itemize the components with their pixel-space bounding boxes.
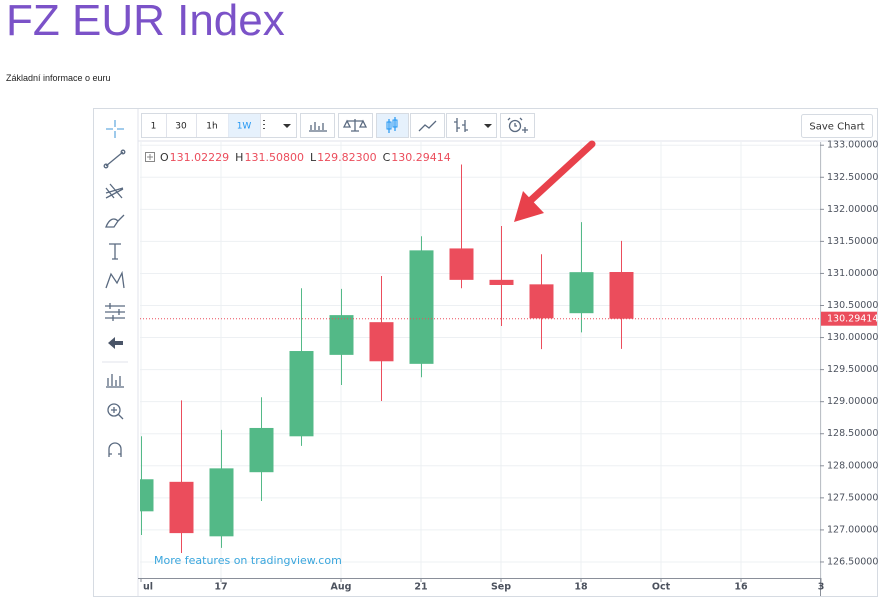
x-tick-label: 17 — [214, 582, 227, 593]
candle-body — [449, 248, 474, 280]
y-tick-label: 129.00000 — [827, 396, 878, 407]
y-tick-label: 126.50000 — [827, 556, 878, 567]
candle-body — [329, 315, 354, 355]
pattern-tool[interactable] — [105, 270, 125, 289]
candle-body — [289, 351, 314, 437]
interval-button[interactable]: 30 — [175, 122, 187, 132]
legend-icon — [145, 152, 155, 162]
interval-button[interactable]: 1h — [206, 122, 217, 132]
magnet-tool[interactable] — [108, 442, 122, 457]
alert-button[interactable] — [500, 113, 535, 138]
line-tool[interactable] — [103, 149, 126, 169]
candle-body — [249, 427, 274, 473]
candle-body — [409, 250, 434, 364]
legend-key: C — [383, 151, 391, 164]
x-tick-label: ul — [143, 582, 153, 593]
watermark-link[interactable]: More features on tradingview.com — [154, 554, 342, 567]
page-subtitle: Základní informace o euru — [6, 73, 111, 83]
x-tick-label: 16 — [734, 582, 748, 593]
candle-body — [209, 468, 234, 537]
measure-tool[interactable] — [105, 303, 125, 321]
x-tick-label: 18 — [574, 582, 588, 593]
indicators-button[interactable] — [300, 113, 335, 138]
interval-active-bg — [228, 114, 261, 137]
y-tick-label: 127.00000 — [827, 524, 878, 535]
x-tick-label: Oct — [652, 582, 671, 593]
legend-key: H — [235, 151, 243, 164]
top-toolbar: 1 30 1h 1W Save Chart — [141, 113, 873, 138]
hide-toolbar[interactable] — [108, 337, 123, 349]
annotation-arrow — [514, 140, 596, 222]
area-button[interactable] — [410, 113, 445, 138]
candle-body — [369, 322, 394, 362]
x-tick-label: 3 — [818, 582, 825, 593]
candle-body — [489, 279, 514, 285]
crosshair-tool[interactable] — [106, 120, 124, 138]
x-tick-label: 21 — [414, 582, 427, 593]
candle-body — [169, 481, 194, 534]
y-tick-label: 131.00000 — [827, 268, 878, 279]
legend-value: 130.29414 — [391, 151, 451, 164]
candle-body — [140, 479, 154, 512]
last-price-box — [821, 311, 877, 326]
candle-body — [609, 272, 634, 319]
y-tick-label: 133.00000 — [827, 140, 878, 151]
candle-body — [569, 272, 594, 314]
interval-button[interactable]: 1 — [151, 122, 157, 132]
legend-key: O — [160, 151, 169, 164]
legend-value: 131.50800 — [244, 151, 304, 164]
y-tick-label: 128.50000 — [827, 428, 878, 439]
brush-tool[interactable] — [105, 214, 125, 228]
legend-key: L — [310, 151, 317, 164]
y-tick-label: 129.50000 — [827, 364, 878, 375]
interval-group — [141, 113, 297, 138]
interval-button[interactable]: 1W — [237, 122, 252, 132]
candle-body — [529, 284, 554, 319]
interval-dropdown[interactable] — [283, 124, 291, 128]
y-tick-label: 131.50000 — [827, 236, 878, 247]
y-tick-label: 127.50000 — [827, 492, 878, 503]
y-tick-label: 132.50000 — [827, 172, 878, 183]
y-tick-label: 130.50000 — [827, 300, 878, 311]
fib-tool[interactable] — [105, 183, 124, 199]
x-tick-label: Sep — [491, 582, 511, 593]
text-tool[interactable] — [109, 243, 121, 260]
page-title: FZ EUR Index — [6, 0, 285, 45]
legend-value: 129.82300 — [317, 151, 377, 164]
legend-value: 131.02229 — [170, 151, 230, 164]
y-tick-label: 128.00000 — [827, 460, 878, 471]
last-price-label: 130.29414 — [827, 314, 878, 325]
drawing-tools — [102, 120, 128, 457]
save-chart-label[interactable]: Save Chart — [809, 122, 864, 133]
objects-tool[interactable] — [106, 374, 124, 388]
y-tick-label: 132.00000 — [827, 204, 878, 215]
zoom-tool[interactable] — [107, 403, 124, 420]
style-dropdown[interactable] — [484, 124, 492, 128]
save-chart-button[interactable] — [801, 114, 873, 138]
x-tick-label: Aug — [331, 582, 352, 593]
y-tick-label: 130.00000 — [827, 332, 878, 343]
